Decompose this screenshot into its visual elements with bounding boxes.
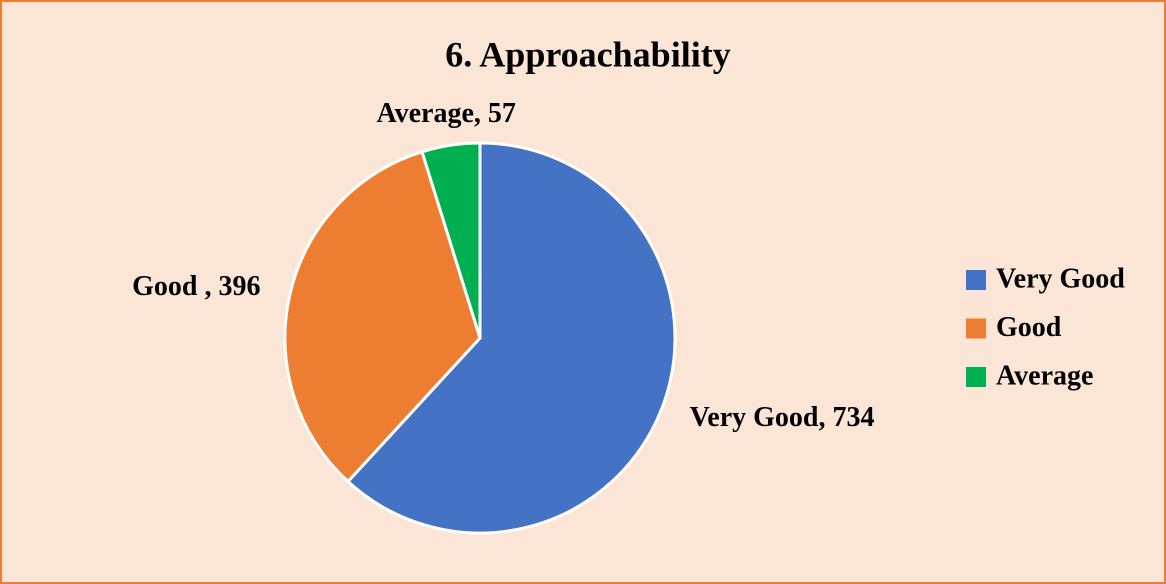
pie-slice	[345, 141, 677, 535]
data-label: Very Good, 734	[690, 402, 875, 433]
pie-slice	[420, 141, 482, 339]
data-label: Good , 396	[132, 271, 260, 302]
legend-swatch	[966, 367, 986, 387]
data-label: Average, 57	[376, 98, 515, 129]
legend-swatch	[966, 318, 986, 339]
legend-label: Very Good	[996, 263, 1125, 294]
chart-title: 6. Approachability	[445, 34, 730, 74]
pie-slice	[283, 149, 482, 484]
legend-label: Good	[996, 312, 1062, 343]
legend-swatch	[966, 270, 986, 290]
legend-label: Average	[996, 360, 1093, 391]
